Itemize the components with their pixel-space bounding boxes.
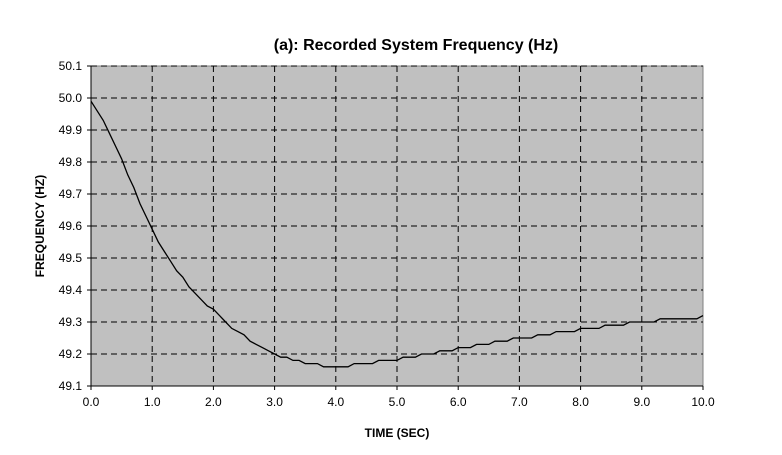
x-axis-label: TIME (SEC) <box>365 426 430 440</box>
y-tick-label: 50.0 <box>59 91 83 105</box>
y-axis-label: FREQUENCY (HZ) <box>33 175 47 277</box>
x-tick-label: 0.0 <box>83 395 100 409</box>
y-tick-label: 49.9 <box>59 123 83 137</box>
x-tick-label: 1.0 <box>144 395 161 409</box>
x-tick-label: 5.0 <box>389 395 406 409</box>
y-tick-label: 49.5 <box>59 251 83 265</box>
y-tick-label: 49.1 <box>59 379 83 393</box>
series-line-frequency <box>90 100 704 368</box>
y-tick-label: 49.3 <box>59 315 83 329</box>
x-tick-label: 2.0 <box>205 395 222 409</box>
x-tick-label: 9.0 <box>633 395 650 409</box>
y-tick-label: 49.7 <box>59 187 83 201</box>
y-tick-label: 49.4 <box>59 283 83 297</box>
grid-lines <box>91 65 703 386</box>
y-tick-label: 49.8 <box>59 155 83 169</box>
x-tick-label: 3.0 <box>266 395 283 409</box>
y-tick-label: 49.6 <box>59 219 83 233</box>
x-tick-label: 7.0 <box>511 395 528 409</box>
x-tick-label: 10.0 <box>691 395 715 409</box>
y-tick-label: 50.1 <box>59 59 83 73</box>
y-tick-label: 49.2 <box>59 347 83 361</box>
chart-title: (a): Recorded System Frequency (Hz) <box>274 37 559 54</box>
x-tick-label: 6.0 <box>450 395 467 409</box>
x-tick-label: 8.0 <box>572 395 589 409</box>
axis-ticks: 0.0 1.0 2.0 3.0 4.0 5.0 6.0 7.0 8.0 9.0 10.0 49.1 49… <box>59 59 715 409</box>
x-tick-label: 4.0 <box>327 395 344 409</box>
